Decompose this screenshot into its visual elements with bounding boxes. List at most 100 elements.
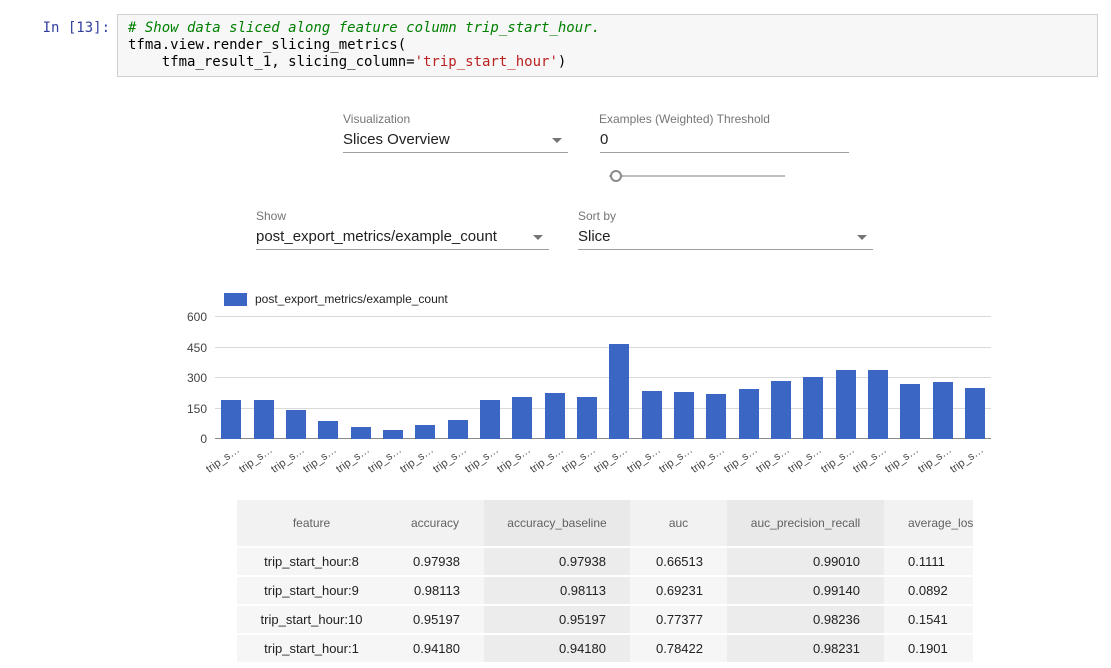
table-body: trip_start_hour:8 0.97938 0.97938 0.66513 0.… bbox=[237, 548, 973, 662]
threshold-slider-track[interactable] bbox=[609, 175, 785, 177]
y-axis-tick-label: 0 bbox=[200, 432, 207, 446]
column-header[interactable]: accuracy_baseline bbox=[484, 500, 630, 546]
table-header-row: feature accuracy accuracy_baseline auc auc_p… bbox=[237, 500, 973, 546]
bar[interactable] bbox=[285, 410, 306, 439]
table-row[interactable]: trip_start_hour:1 0.94180 0.94180 0.78422 0.… bbox=[237, 635, 973, 662]
bar[interactable] bbox=[932, 382, 953, 439]
metric-cell: 0.95197 bbox=[484, 606, 630, 633]
metric-cell: 0.99140 bbox=[727, 577, 884, 604]
bar[interactable] bbox=[479, 400, 500, 439]
sort-by-dropdown[interactable]: Slice bbox=[578, 226, 873, 250]
column-header[interactable]: auc_precision_recall bbox=[727, 500, 884, 546]
chart-legend: post_export_metrics/example_count bbox=[224, 292, 448, 306]
metric-cell: 0.95197 bbox=[386, 606, 484, 633]
column-header[interactable]: auc bbox=[630, 500, 727, 546]
bar-plot: 0 150 300 450 600 trip_s… trip_s… trip_s… trip_s… bbox=[187, 310, 991, 476]
legend-swatch-icon bbox=[224, 292, 247, 306]
table-row[interactable]: trip_start_hour:8 0.97938 0.97938 0.66513 0.… bbox=[237, 548, 973, 575]
bar[interactable] bbox=[253, 400, 274, 439]
metric-cell: 0.98113 bbox=[386, 577, 484, 604]
chevron-down-icon[interactable] bbox=[533, 235, 543, 240]
bar[interactable] bbox=[803, 377, 824, 439]
bar[interactable] bbox=[738, 389, 759, 439]
metric-cell: 0.1111 bbox=[884, 548, 973, 575]
metric-cell: 0.0892 bbox=[884, 577, 973, 604]
gridline bbox=[215, 377, 991, 378]
column-header[interactable]: average_los bbox=[884, 500, 973, 546]
metric-cell: 0.98231 bbox=[727, 635, 884, 662]
show-label: Show bbox=[256, 209, 287, 223]
code-line: # Show data sliced along feature column … bbox=[128, 20, 601, 36]
bar[interactable] bbox=[835, 370, 856, 439]
bar[interactable] bbox=[609, 344, 630, 439]
table-row[interactable]: trip_start_hour:10 0.95197 0.95197 0.77377 0… bbox=[237, 606, 973, 633]
bar[interactable] bbox=[770, 381, 791, 439]
metric-cell: 0.94180 bbox=[386, 635, 484, 662]
metrics-table-wrap: feature accuracy accuracy_baseline auc auc_p… bbox=[237, 498, 973, 668]
gridline bbox=[215, 316, 991, 317]
show-metric-dropdown[interactable]: post_export_metrics/example_count bbox=[256, 226, 549, 250]
metric-cell: 0.97938 bbox=[386, 548, 484, 575]
feature-cell: trip_start_hour:1 bbox=[237, 635, 386, 662]
y-axis-tick-label: 150 bbox=[186, 401, 207, 416]
metrics-table: feature accuracy accuracy_baseline auc auc_p… bbox=[237, 498, 973, 664]
y-axis-tick-label: 300 bbox=[186, 371, 207, 385]
metric-cell: 0.98236 bbox=[727, 606, 884, 633]
y-axis-tick-label: 600 bbox=[186, 310, 207, 324]
bar[interactable] bbox=[382, 430, 403, 439]
bar[interactable] bbox=[576, 397, 597, 439]
chevron-down-icon[interactable] bbox=[552, 138, 562, 143]
metric-cell: 0.94180 bbox=[484, 635, 630, 662]
gridline bbox=[215, 407, 991, 409]
metric-cell: 0.1541 bbox=[884, 606, 973, 633]
metric-cell: 0.66513 bbox=[630, 548, 727, 575]
feature-cell: trip_start_hour:9 bbox=[237, 577, 386, 604]
code-cell[interactable]: # Show data sliced along feature column … bbox=[117, 14, 1098, 77]
code-line: tfma_result_1, slicing_column='trip_star… bbox=[128, 54, 567, 70]
visualization-label: Visualization bbox=[343, 112, 411, 126]
bar[interactable] bbox=[867, 370, 888, 439]
chevron-down-icon[interactable] bbox=[857, 235, 867, 240]
bar[interactable] bbox=[900, 384, 921, 439]
gridline bbox=[215, 346, 991, 348]
column-header[interactable]: feature bbox=[237, 500, 386, 546]
metric-cell: 0.78422 bbox=[630, 635, 727, 662]
sort-by-value: Slice bbox=[578, 228, 611, 245]
bar[interactable] bbox=[221, 400, 242, 439]
metric-cell: 0.77377 bbox=[630, 606, 727, 633]
bar[interactable] bbox=[415, 425, 436, 439]
input-prompt: In [13]: bbox=[42, 20, 110, 36]
threshold-label: Examples (Weighted) Threshold bbox=[599, 112, 770, 126]
code-lines: # Show data sliced along feature column … bbox=[128, 20, 1087, 71]
table-row[interactable]: trip_start_hour:9 0.98113 0.98113 0.69231 0.… bbox=[237, 577, 973, 604]
bar[interactable] bbox=[544, 393, 565, 439]
metric-cell: 0.99010 bbox=[727, 548, 884, 575]
metric-cell: 0.1901 bbox=[884, 635, 973, 662]
threshold-value: 0 bbox=[600, 131, 609, 148]
show-metric-value: post_export_metrics/example_count bbox=[256, 228, 497, 245]
bar[interactable] bbox=[447, 420, 468, 439]
feature-cell: trip_start_hour:8 bbox=[237, 548, 386, 575]
column-header[interactable]: accuracy bbox=[386, 500, 484, 546]
visualization-value: Slices Overview bbox=[343, 131, 450, 148]
bar[interactable] bbox=[318, 421, 339, 439]
bar[interactable] bbox=[964, 388, 985, 439]
code-line: tfma.view.render_slicing_metrics( bbox=[128, 37, 407, 53]
feature-cell: trip_start_hour:10 bbox=[237, 606, 386, 633]
bar[interactable] bbox=[512, 397, 533, 439]
gridline bbox=[215, 438, 991, 439]
bar[interactable] bbox=[641, 391, 662, 439]
y-axis-tick-label: 450 bbox=[186, 340, 207, 355]
bar[interactable] bbox=[706, 394, 727, 439]
visualization-dropdown[interactable]: Slices Overview bbox=[343, 129, 568, 153]
threshold-input[interactable]: 0 bbox=[600, 129, 849, 153]
sort-by-label: Sort by bbox=[578, 209, 617, 223]
legend-label: post_export_metrics/example_count bbox=[255, 292, 448, 306]
metric-cell: 0.98113 bbox=[484, 577, 630, 604]
bar[interactable] bbox=[350, 427, 371, 439]
bar[interactable] bbox=[673, 392, 694, 439]
metric-cell: 0.69231 bbox=[630, 577, 727, 604]
threshold-slider-thumb[interactable] bbox=[610, 170, 622, 182]
metric-cell: 0.97938 bbox=[484, 548, 630, 575]
